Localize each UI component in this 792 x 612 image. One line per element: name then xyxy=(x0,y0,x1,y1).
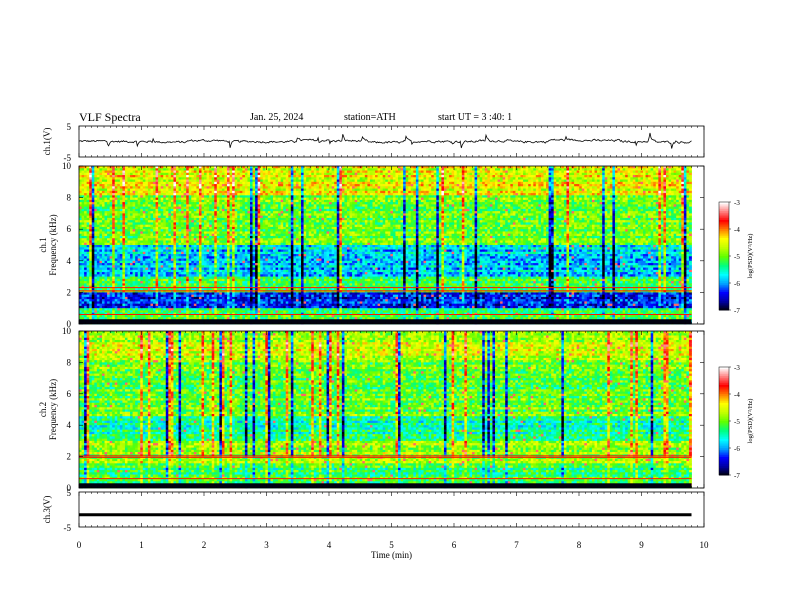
ch1-voltage-series-line xyxy=(79,133,692,149)
ch1-voltage-ytick-label: 5 xyxy=(67,122,72,132)
ch1-voltage-ylabel: ch.1(V) xyxy=(42,128,52,156)
ch1-spectrogram-heatmap xyxy=(79,166,692,324)
ch1-voltage-frame xyxy=(79,126,704,157)
